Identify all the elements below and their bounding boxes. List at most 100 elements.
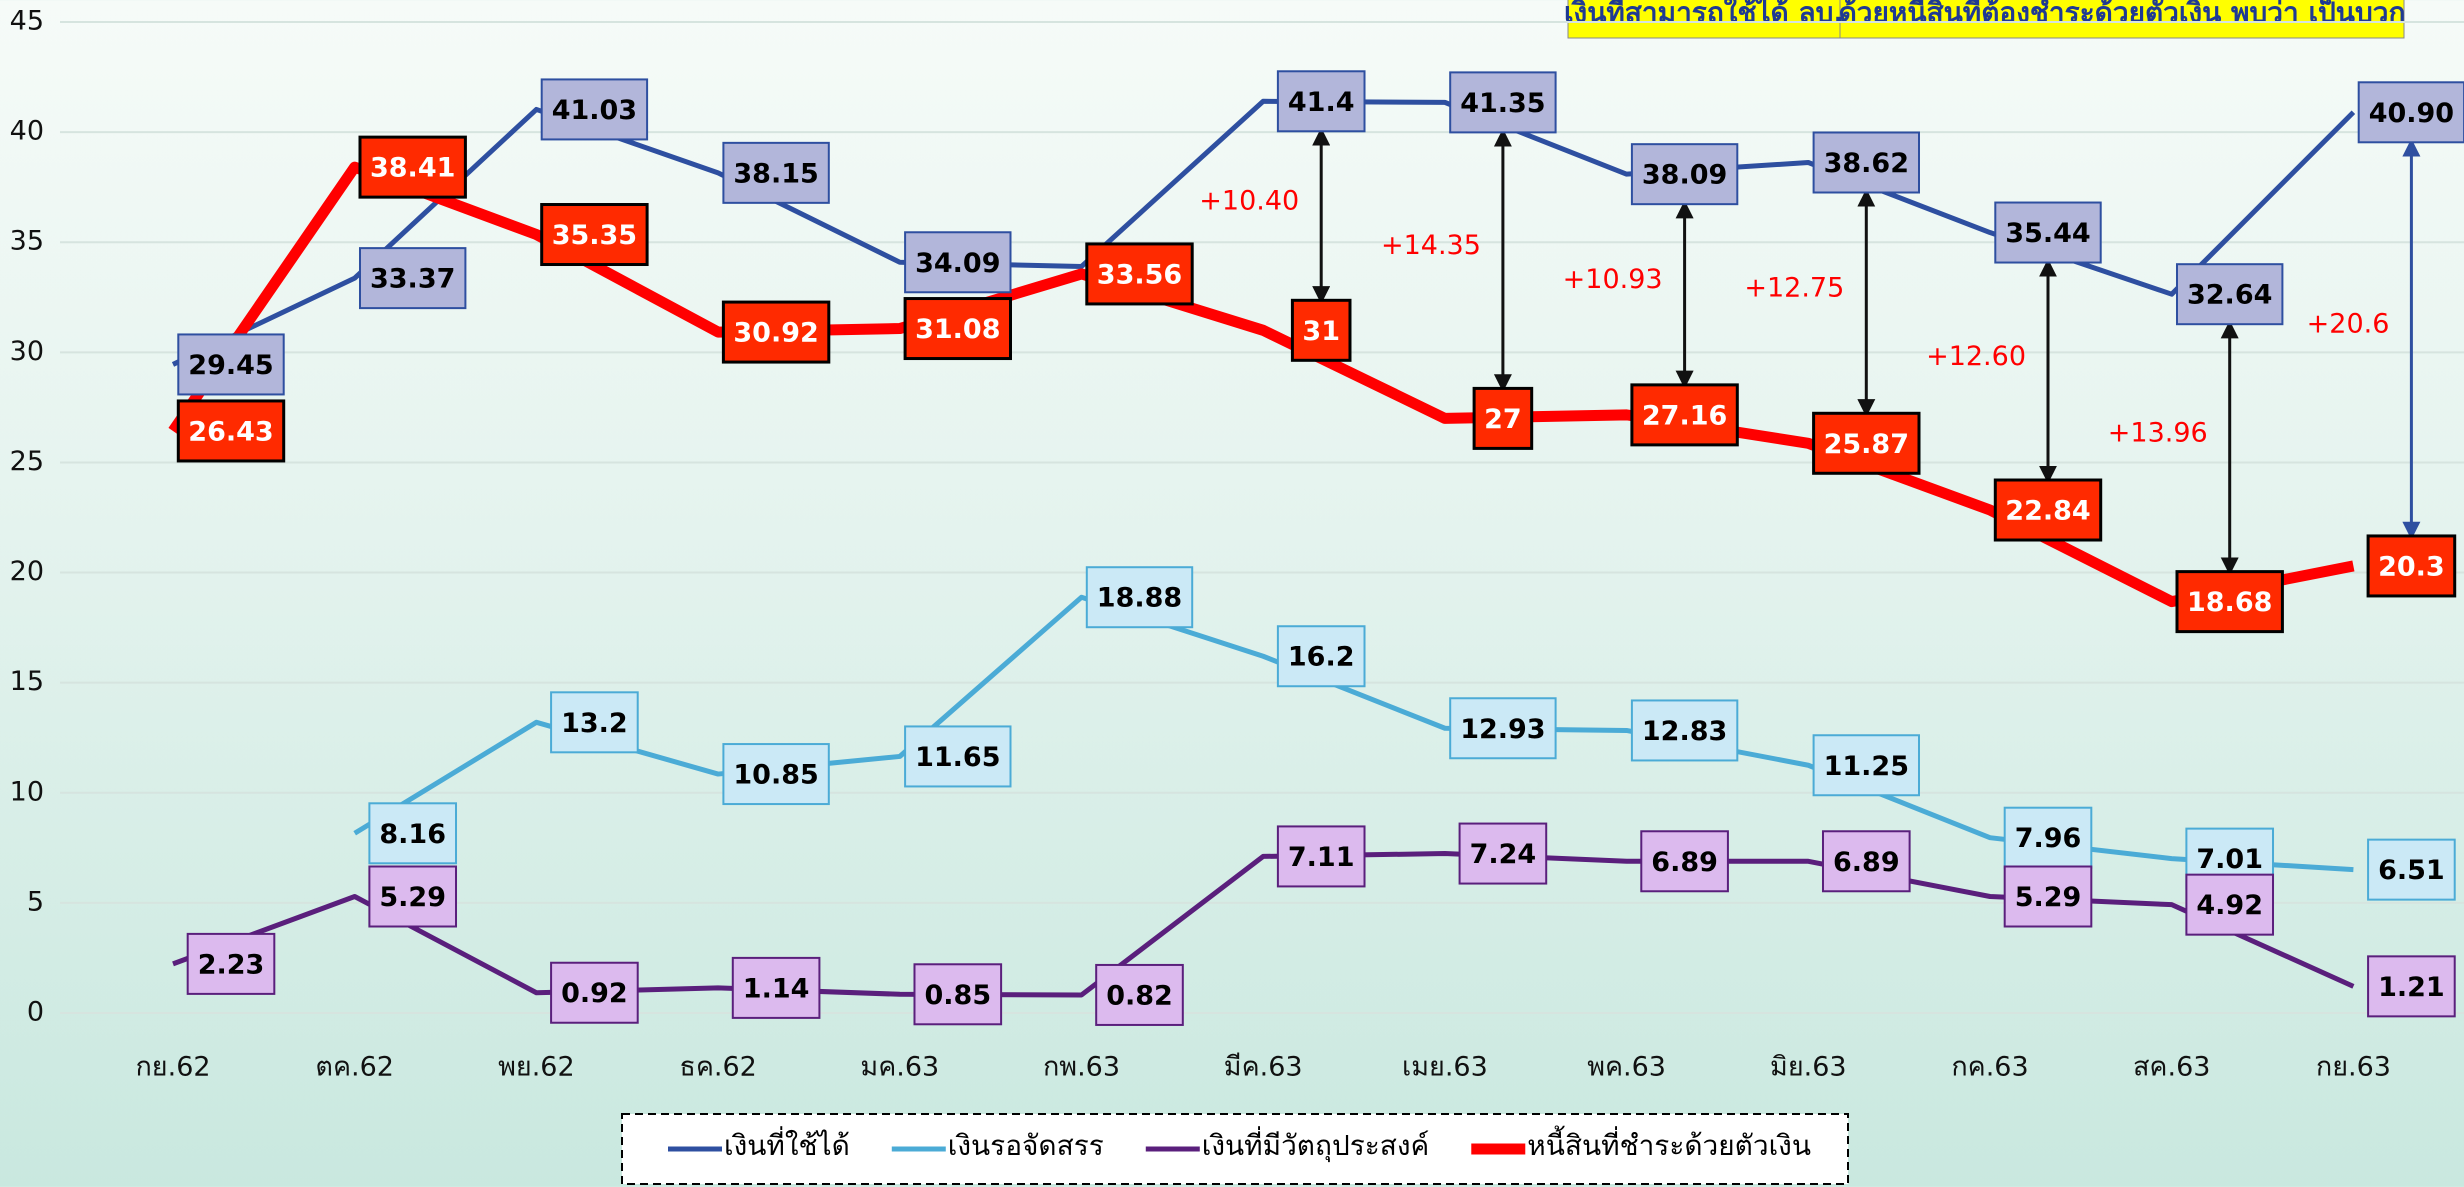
label-box [358, 247, 467, 310]
data-label: 41.4 [1288, 87, 1355, 118]
legend-label: เงินที่ใช้ได้ [724, 1126, 850, 1162]
data-label: 2.23 [198, 949, 265, 980]
label-box [2175, 570, 2284, 634]
label-box [2185, 873, 2275, 936]
title-box [1567, 0, 1841, 39]
y-tick-label: 40 [10, 116, 44, 147]
label-box [1276, 825, 1366, 888]
y-tick-label: 25 [10, 446, 44, 477]
data-label: 1.14 [743, 973, 810, 1004]
x-tick-label: มิย.63 [1770, 1052, 1847, 1083]
x-tick-label: กพ.63 [1043, 1052, 1120, 1083]
label-box [1812, 411, 1921, 475]
x-tick-label: กค.63 [1951, 1052, 2028, 1083]
legend-label: หนี้สินที่ชำระด้วยตัวเงิน [1527, 1125, 1811, 1162]
data-label: 22.84 [2005, 496, 2090, 527]
data-label: 31 [1302, 316, 1340, 347]
data-label: 0.85 [924, 980, 991, 1011]
x-tick-label: ตค.62 [315, 1052, 394, 1083]
label-box [2175, 263, 2284, 326]
annotation: +20.6 [2307, 309, 2390, 340]
label-box [1812, 734, 1921, 797]
label-box [186, 932, 276, 995]
label-box [1085, 242, 1194, 306]
annotation: +10.40 [1199, 185, 1299, 216]
series-line [172, 851, 2355, 998]
label-box [1630, 699, 1739, 762]
y-tick-label: 0 [27, 997, 44, 1028]
data-label: 5.29 [379, 882, 446, 913]
label-box [2367, 838, 2456, 901]
label-box [722, 141, 830, 204]
series-line [171, 98, 2356, 367]
data-label: 38.41 [370, 153, 455, 184]
title-box [1839, 0, 2405, 39]
x-tick-label: มค.63 [860, 1052, 939, 1083]
chart-title: ด้วยหนี้สินที่ต้องชำระด้วยตัวเงิน พบว่า … [1839, 0, 2406, 29]
x-tick-label: เมย.63 [1402, 1052, 1488, 1083]
data-label: 32.64 [2187, 280, 2272, 311]
x-tick-label: สค.63 [2133, 1052, 2210, 1083]
label-box [1449, 71, 1557, 134]
label-box [540, 203, 649, 267]
x-tick-label: ธค.62 [679, 1052, 756, 1083]
data-label: 7.24 [1470, 839, 1537, 870]
label-box [2357, 81, 2464, 144]
data-label: 7.96 [2015, 823, 2082, 854]
data-label: 5.29 [2015, 882, 2082, 913]
data-label: 6.51 [2378, 855, 2445, 886]
x-tick-label: กย.62 [135, 1052, 210, 1083]
label-box [550, 691, 639, 754]
label-box [721, 300, 831, 364]
label-box [1640, 830, 1729, 893]
data-label: 8.16 [379, 819, 446, 850]
data-label: 1.21 [2378, 972, 2445, 1003]
data-label: 4.92 [2196, 890, 2263, 921]
data-label: 0.92 [561, 978, 628, 1009]
data-label: 33.37 [370, 264, 455, 295]
data-label: 6.89 [1651, 847, 1718, 878]
label-box [368, 802, 458, 865]
data-label: 18.88 [1097, 583, 1182, 614]
label-box [2003, 806, 2093, 869]
x-tick-label: กย.63 [2316, 1052, 2391, 1083]
label-box [1630, 143, 1739, 206]
data-label: 11.25 [1824, 751, 1909, 782]
label-box [1993, 478, 2103, 542]
legend [621, 1113, 1849, 1185]
data-label: 11.65 [915, 742, 1000, 773]
data-label: 12.93 [1460, 714, 1545, 745]
data-label: 25.87 [1824, 429, 1909, 460]
label-box [550, 961, 639, 1024]
label-box [358, 135, 467, 199]
data-label: 29.45 [188, 350, 273, 381]
annotation: +10.93 [1563, 264, 1663, 295]
data-label: 41.35 [1460, 88, 1545, 119]
data-label: 18.68 [2187, 587, 2272, 618]
y-tick-label: 45 [10, 6, 44, 37]
x-tick-label: พย.62 [498, 1052, 575, 1083]
y-tick-label: 20 [10, 556, 44, 587]
label-box [903, 297, 1013, 361]
x-tick-label: มีค.63 [1224, 1052, 1303, 1083]
label-box [368, 865, 458, 928]
data-label: 7.11 [1288, 842, 1355, 873]
label-box [1821, 830, 1911, 893]
data-label: 34.09 [915, 248, 1000, 279]
label-box [904, 231, 1012, 294]
data-label: 38.15 [733, 158, 818, 189]
data-label: 0.82 [1106, 980, 1173, 1011]
data-label: 27 [1484, 404, 1522, 435]
label-box [1630, 383, 1739, 447]
data-label: 41.03 [552, 95, 637, 126]
label-box [731, 956, 821, 1019]
legend-label: เงินรอจัดสรร [948, 1129, 1104, 1162]
y-tick-label: 30 [10, 336, 44, 367]
data-label: 20.3 [2378, 551, 2445, 582]
data-label: 13.2 [561, 708, 628, 739]
y-tick-label: 35 [10, 226, 44, 257]
label-box [540, 78, 649, 141]
data-label: 35.35 [552, 220, 637, 251]
annotation: +12.75 [1744, 272, 1844, 303]
